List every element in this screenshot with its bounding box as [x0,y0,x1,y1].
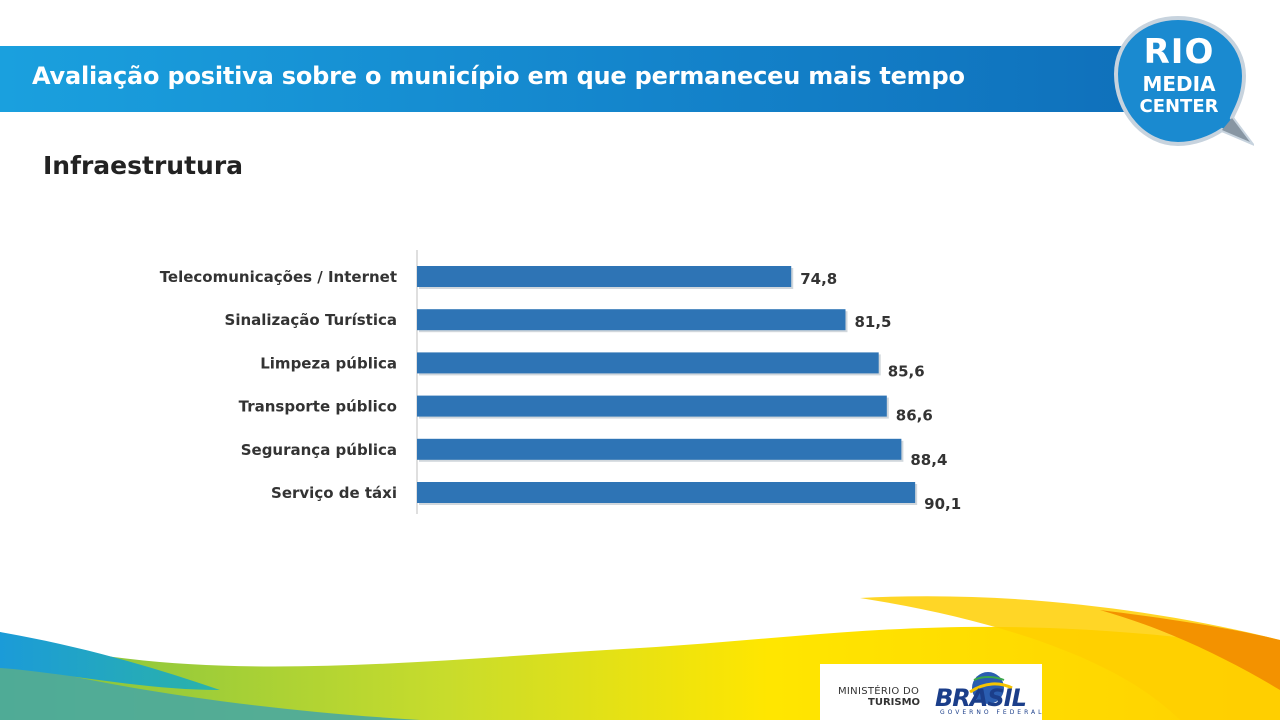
page-title: Avaliação positiva sobre o município em … [32,62,965,90]
data-label: 88,4 [910,451,947,469]
data-label: 90,1 [924,495,961,513]
category-label: Telecomunicações / Internet [160,268,397,286]
bar-1 [417,309,846,331]
category-label: Limpeza pública [260,354,397,372]
category-label: Transporte público [239,398,397,416]
logo-line-rio: RIO [1143,32,1215,72]
data-label: 85,6 [888,362,925,380]
governo-federal-label: GOVERNO FEDERAL [940,709,1045,716]
logo-line-center: CENTER [1139,96,1219,117]
rio-media-center-logo: RIO MEDIA CENTER [1104,12,1257,152]
bar-5 [417,482,916,503]
category-label: Serviço de táxi [271,484,397,502]
header-banner [0,46,1150,112]
category-label: Sinalização Turística [225,311,397,329]
brasil-wordmark: BRASIL [935,684,1027,712]
data-label: 74,8 [800,270,837,288]
bar-3 [417,395,887,417]
section-title: Infraestrutura [43,151,244,180]
ministerio-turismo-logo: MINISTÉRIO DO TURISMO [838,686,920,708]
data-label: 81,5 [854,313,891,331]
bar-2 [417,352,879,374]
logo-badge-icon [1113,15,1257,147]
logo-line-media: MEDIA [1142,72,1216,96]
bar-4 [417,438,902,460]
data-label: 86,6 [896,407,933,425]
category-label: Segurança pública [241,441,397,459]
ministry-line1: MINISTÉRIO DO [838,686,920,697]
brasil-globe-icon [969,672,1013,704]
bar-0 [417,266,792,287]
ministry-line2: TURISMO [868,697,921,708]
